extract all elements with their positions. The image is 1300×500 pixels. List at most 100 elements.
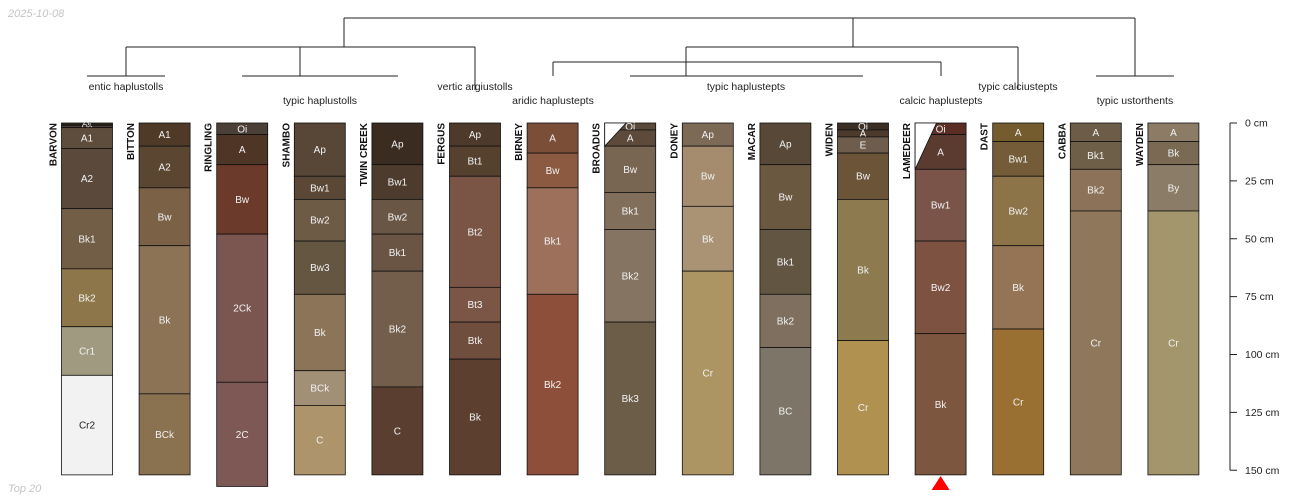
horizon-label-barvon-cr1: Cr1: [79, 347, 96, 358]
profile-name-wayden: WAYDEN: [1135, 123, 1146, 166]
profile-name-doney: DONEY: [669, 123, 680, 159]
profile-birney: A Bw Bk1 Bk2 BIRNEY: [514, 122, 579, 476]
horizon-label-fergus-bt3: Bt3: [467, 300, 482, 311]
horizon-label-shambo-c: C: [316, 436, 323, 447]
horizon-label-ringling-2ck: 2Ck: [233, 304, 252, 315]
horizon-doney-bk: [681, 205, 734, 272]
horizon-label-broadus-bk1: Bk1: [622, 206, 640, 217]
horizon-dast-cr: [992, 328, 1045, 476]
horizon-lamedeer-bk: [914, 333, 967, 476]
horizon-label-wayden-by: By: [1168, 183, 1180, 194]
depth-tick-label-25: 25 cm: [1245, 175, 1274, 187]
horizon-shambo-bw2: [293, 198, 346, 242]
horizon-label-macar-bc: BC: [778, 407, 792, 418]
profile-bitton: A1 A2 Bw Bk BCk BITTON: [126, 122, 191, 476]
horizon-label-shambo-bw1: Bw1: [310, 183, 330, 194]
horizon-shambo-bw3: [293, 240, 346, 295]
horizon-birney-bw: [526, 152, 579, 189]
horizon-ringling-2ck: [216, 233, 269, 383]
horizon-ringling-a: [216, 134, 269, 166]
horizon-fergus-btk: [449, 321, 501, 360]
depth-tick-label-125: 125 cm: [1245, 407, 1280, 419]
horizon-lamedeer-bw1: [914, 168, 967, 242]
horizon-label-bitton-bw: Bw: [158, 212, 173, 223]
horizon-twin-creek-c: [371, 386, 424, 476]
horizon-broadus-bk3: [604, 321, 657, 476]
profile-cabba: A Bk1 Bk2 Cr CABBA: [1057, 122, 1122, 476]
profile-name-cabba: CABBA: [1057, 123, 1068, 159]
horizon-label-cabba-cr: Cr: [1091, 338, 1102, 349]
horizon-label-lamedeer-a: A: [937, 147, 944, 158]
horizon-label-fergus-bt2: Bt2: [467, 227, 482, 238]
horizon-cabba-cr: [1069, 210, 1122, 476]
horizon-broadus-bk2: [604, 229, 657, 323]
horizon-label-birney-bk2: Bk2: [544, 380, 562, 391]
horizon-lamedeer-bw2: [914, 240, 967, 335]
horizon-label-bitton-bk: Bk: [159, 315, 172, 326]
horizon-macar-bc: [759, 347, 812, 476]
horizon-label-bitton-bck: BCk: [155, 430, 175, 441]
horizon-label-lamedeer-bw1: Bw1: [931, 201, 951, 212]
depth-tick-label-50: 50 cm: [1245, 233, 1274, 245]
horizon-label-lamedeer-oi: Oi: [936, 124, 946, 135]
horizon-widen-bw: [837, 152, 889, 200]
horizon-dast-bw1: [992, 141, 1045, 177]
dendrogram: entic haplustolls typic haplustolls vertic…: [87, 17, 1174, 107]
profile-name-ringling: RINGLING: [204, 123, 215, 172]
horizon-label-cabba-bk2: Bk2: [1087, 186, 1105, 197]
horizon-shambo-bck: [293, 370, 346, 406]
horizon-ringling-2c: [216, 381, 269, 487]
horizon-dast-bw2: [992, 175, 1045, 247]
horizon-bitton-a2: [138, 145, 191, 189]
horizon-shambo-c: [293, 405, 346, 476]
horizon-label-birney-a: A: [549, 134, 556, 145]
horizon-shambo-ap: [293, 122, 346, 177]
subgroup-label-typic-calciustepts: typic calciustepts: [978, 81, 1057, 93]
horizon-macar-bw: [759, 164, 812, 230]
horizon-label-wayden-cr: Cr: [1168, 338, 1179, 349]
horizon-label-barvon-bk2: Bk2: [78, 293, 96, 304]
profile-name-barvon: BARVON: [49, 123, 60, 166]
horizon-label-dast-cr: Cr: [1013, 397, 1024, 408]
subgroup-label-calcic-haplustepts: calcic haplustepts: [900, 95, 983, 107]
profile-doney: Ap Bw Bk Cr DONEY: [669, 122, 734, 476]
horizon-wayden-cr: [1147, 210, 1200, 476]
profile-name-bitton: BITTON: [126, 123, 137, 160]
horizon-label-broadus-bk3: Bk3: [622, 394, 640, 405]
horizon-label-dast-bw1: Bw1: [1008, 154, 1028, 165]
horizon-label-twin-creek-bk1: Bk1: [389, 248, 407, 259]
horizon-macar-ap: [759, 122, 812, 166]
subgroup-label-typic-haplustepts: typic haplustepts: [707, 81, 785, 93]
horizon-ringling-bw: [216, 164, 269, 235]
profile-dast: A Bw1 Bw2 Bk Cr DAST: [980, 122, 1045, 476]
horizon-label-shambo-ap: Ap: [314, 145, 327, 156]
profile-name-twin-creek: TWIN CREEK: [359, 122, 370, 186]
horizon-twin-creek-bk1: [371, 233, 424, 272]
profile-name-shambo: SHAMBO: [281, 123, 292, 168]
wedge-broadus: [604, 122, 628, 148]
horizon-broadus-bk1: [604, 192, 657, 230]
horizon-label-fergus-bk: Bk: [469, 413, 482, 424]
profile-broadus: OiA Bw Bk1 Bk2 Bk3 BROADUS: [592, 122, 657, 476]
horizon-label-doney-cr: Cr: [703, 369, 714, 380]
horizon-label-fergus-bt1: Bt1: [467, 157, 482, 168]
horizon-label-broadus-bw: Bw: [623, 165, 638, 176]
horizon-widen-cr: [837, 340, 889, 476]
horizon-label-broadus-oi: Oi: [625, 122, 635, 133]
horizon-label-birney-bw: Bw: [546, 166, 561, 177]
horizon-label-doney-bw: Bw: [701, 172, 716, 183]
date-label: 2025-10-08: [8, 8, 65, 20]
horizon-birney-bk2: [526, 293, 579, 476]
horizon-label-widen-bw: Bw: [856, 172, 871, 183]
horizon-label-widen-oi: Oi: [858, 122, 868, 133]
horizon-label-shambo-bw3: Bw3: [310, 263, 330, 274]
horizon-cabba-bk1: [1069, 141, 1122, 170]
horizon-label-macar-bw: Bw: [778, 193, 793, 204]
horizon-label-barvon-cr2: Cr2: [79, 421, 96, 432]
horizon-label-ringling-2c: 2C: [236, 430, 249, 441]
subgroup-label-vertic-argiustolls: vertic argiustolls: [437, 81, 512, 93]
footer-note: Top 20: [8, 483, 42, 495]
depth-tick-label-0: 0 cm: [1245, 118, 1268, 130]
